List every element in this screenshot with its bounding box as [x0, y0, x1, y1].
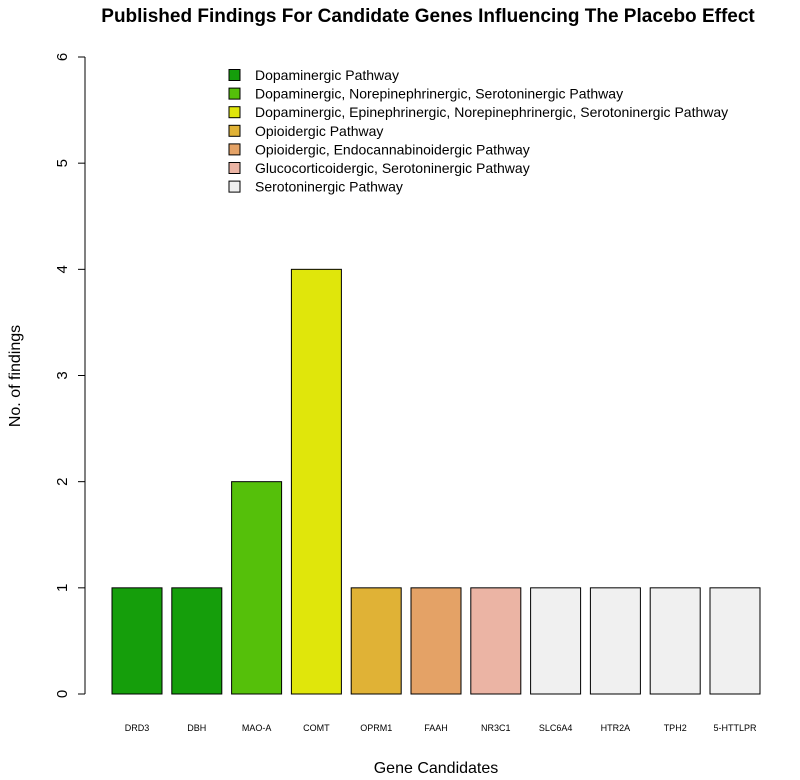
y-tick-label: 4 [54, 265, 71, 273]
x-tick-label: FAAH [424, 723, 448, 733]
y-tick-label: 6 [54, 53, 71, 61]
x-tick-label: 5-HTTLPR [713, 723, 757, 733]
y-tick-label: 5 [54, 159, 71, 167]
x-tick-label: HTR2A [601, 723, 631, 733]
x-tick-label: DBH [187, 723, 206, 733]
x-tick-label: OPRM1 [360, 723, 392, 733]
chart-title: Published Findings For Candidate Genes I… [101, 6, 755, 27]
y-tick-label: 2 [54, 477, 71, 485]
x-tick-label: NR3C1 [481, 723, 511, 733]
bar-mao-a [231, 481, 283, 695]
legend-swatch [228, 143, 241, 156]
bar-5-httlpr [709, 587, 761, 695]
bar-tph2 [649, 587, 701, 695]
legend-swatch [228, 69, 241, 81]
bar-drd3 [111, 587, 163, 695]
legend-label: Dopaminergic, Norepinephrinergic, Seroto… [255, 86, 623, 102]
legend-label: Serotoninergic Pathway [255, 179, 403, 195]
legend-label: Glucocorticoidergic, Serotoninergic Path… [255, 160, 530, 176]
x-tick-label: DRD3 [125, 723, 150, 733]
legend-label: Dopaminergic, Epinephrinergic, Norepinep… [255, 104, 728, 120]
x-axis-label: Gene Candidates [374, 760, 499, 777]
bar-nr3c1 [470, 587, 522, 695]
legend: Dopaminergic Pathway Dopaminergic, Norepi… [228, 67, 728, 195]
bar-oprm1 [350, 587, 402, 695]
bar-faah [410, 587, 462, 695]
bar-slc6a4 [530, 587, 582, 695]
legend-swatch [228, 87, 241, 100]
legend-swatch [228, 180, 241, 193]
y-tick-label: 0 [54, 690, 71, 698]
bar-comt [290, 268, 342, 695]
x-tick-label: SLC6A4 [539, 723, 573, 733]
bar-dbh [171, 587, 223, 695]
y-axis-ticks: 0 1 2 3 4 5 6 [54, 53, 85, 698]
legend-swatch [228, 124, 241, 137]
y-axis-label: No. of findings [7, 325, 24, 427]
x-tick-label: TPH2 [664, 723, 687, 733]
x-tick-label: MAO-A [242, 723, 272, 733]
bar-htr2a [589, 587, 641, 695]
legend-label: Opioidergic, Endocannabinoidergic Pathwa… [255, 141, 530, 157]
y-tick-label: 3 [54, 371, 71, 379]
x-axis-tick-labels: DRD3 DBH MAO-A COMT OPRM1 FAAH NR3C1 SLC6A4 HTR2… [125, 723, 757, 733]
legend-swatch [228, 106, 241, 119]
legend-label: Dopaminergic Pathway [255, 67, 399, 83]
legend-label: Opioidergic Pathway [255, 123, 383, 139]
y-tick-label: 1 [54, 584, 71, 592]
legend-swatch [228, 162, 241, 174]
x-tick-label: COMT [303, 723, 330, 733]
bars-group [111, 268, 761, 695]
